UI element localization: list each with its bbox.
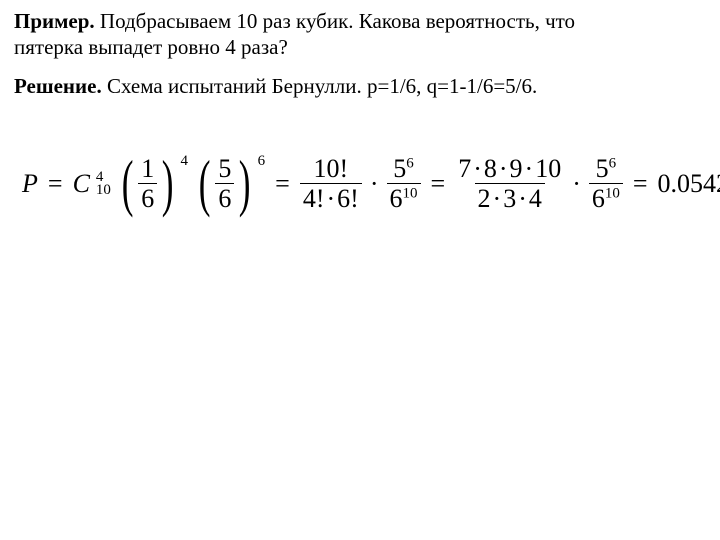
q-pow: 6 <box>258 153 266 170</box>
binom-C: C <box>73 169 90 199</box>
fact-den-a: 4! <box>303 184 325 213</box>
result-value: 0.0542659 <box>658 169 720 199</box>
pow2-den: 610 <box>589 183 623 212</box>
pow1-den-exp: 10 <box>403 185 418 201</box>
prod-den-b: 3 <box>503 184 516 213</box>
prod-den-c: 4 <box>529 184 542 213</box>
eq-1: = <box>44 169 67 199</box>
solution-text: Схема испытаний Бернулли. p=1/6, q=1-1/6… <box>102 74 538 98</box>
product-fraction: 7·8·9·10 2·3·4 <box>455 155 564 213</box>
prod-den: 2·3·4 <box>475 183 545 212</box>
pow2-num: 56 <box>593 155 620 183</box>
mult-dot-1: · <box>368 169 381 199</box>
pow2-den-exp: 10 <box>605 185 620 201</box>
q-num: 5 <box>215 155 234 183</box>
q-fraction-group: ( 5 6 ) <box>194 155 256 213</box>
p-pow: 4 <box>181 153 189 170</box>
formula-lhs: P <box>22 169 38 199</box>
p-den: 6 <box>138 183 157 212</box>
p-fraction-group: ( 1 6 ) <box>117 155 179 213</box>
mult-dot-2: · <box>570 169 583 199</box>
pow2-num-exp: 6 <box>609 155 617 171</box>
factorials-fraction: 10! 4!·6! <box>300 155 362 213</box>
p-fraction: 1 6 <box>138 155 157 213</box>
prod-num-c: 9 <box>510 154 523 183</box>
eq-4: = <box>629 169 652 199</box>
eq-3: = <box>427 169 450 199</box>
p-num: 1 <box>138 155 157 183</box>
fact-num: 10! <box>311 155 352 183</box>
pow1-den-base: 6 <box>390 184 403 213</box>
powers-fraction-2: 56 610 <box>589 155 623 213</box>
q-fraction: 5 6 <box>215 155 234 213</box>
pow2-den-base: 6 <box>592 184 605 213</box>
eq-2: = <box>271 169 294 199</box>
example-label: Пример. <box>14 9 95 33</box>
prod-num-d: 10 <box>535 154 561 183</box>
problem-line1: Подбрасываем 10 раз кубик. Какова вероят… <box>95 9 575 33</box>
fact-den-b: 6! <box>337 184 359 213</box>
prod-num-b: 8 <box>484 154 497 183</box>
prod-num: 7·8·9·10 <box>455 155 564 183</box>
pow1-num-base: 5 <box>393 154 406 183</box>
solution-label: Решение. <box>14 74 102 98</box>
pow1-num-exp: 6 <box>406 155 414 171</box>
q-den: 6 <box>215 183 234 212</box>
binom-C-scripts: 4 10 <box>96 170 111 198</box>
pow1-den: 610 <box>387 183 421 212</box>
pow1-num: 56 <box>390 155 417 183</box>
pow2-num-base: 5 <box>596 154 609 183</box>
binom-C-sub: 10 <box>96 183 111 197</box>
fact-den: 4!·6! <box>300 183 362 212</box>
prod-den-a: 2 <box>478 184 491 213</box>
prod-num-a: 7 <box>458 154 471 183</box>
formula: P = C 4 10 ( 1 6 ) 4 ( 5 6 ) 6 = 10! <box>22 155 706 213</box>
solution-paragraph: Решение. Схема испытаний Бернулли. p=1/6… <box>14 73 706 99</box>
problem-line2: пятерка выпадет ровно 4 раза? <box>14 35 288 59</box>
powers-fraction-1: 56 610 <box>387 155 421 213</box>
problem-paragraph: Пример. Подбрасываем 10 раз кубик. Каков… <box>14 8 706 61</box>
